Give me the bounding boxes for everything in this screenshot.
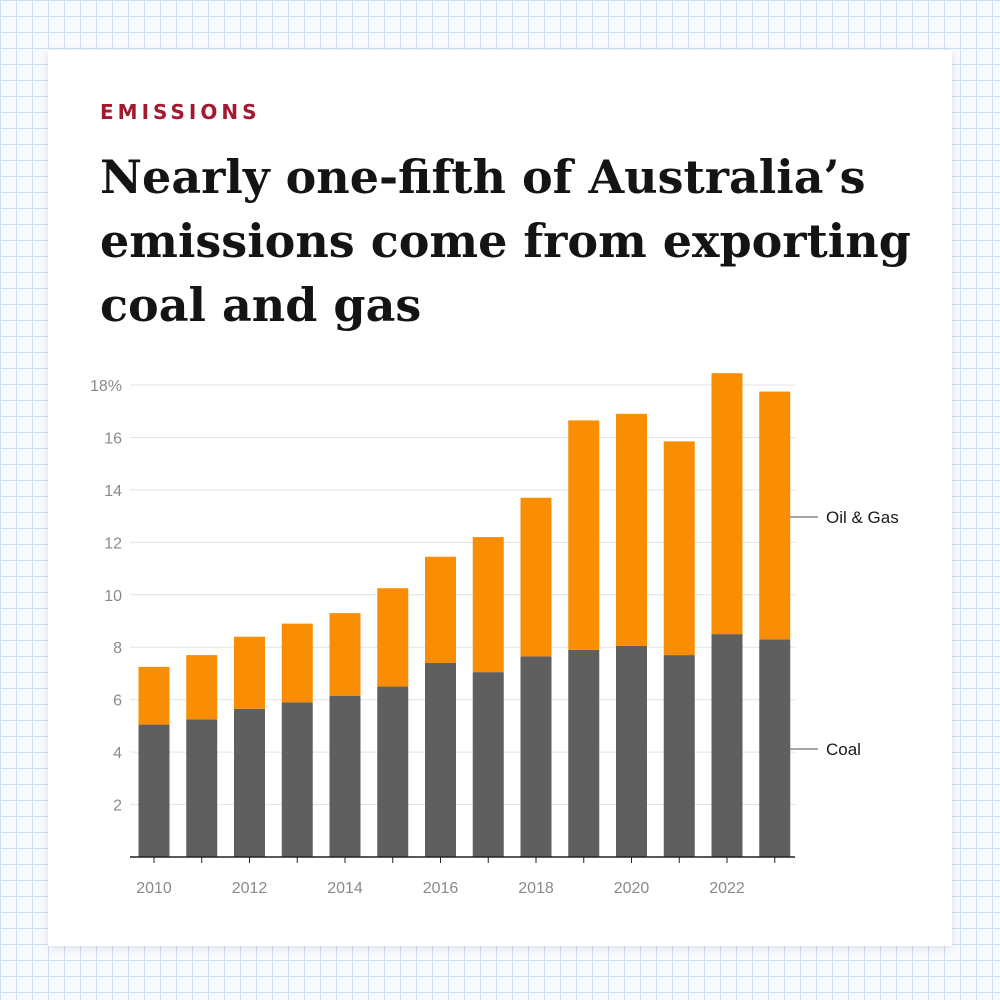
x-tick-label: 2012 (232, 880, 268, 897)
y-tick-label: 6 (113, 693, 122, 710)
bar-oil-gas-2017 (472, 537, 504, 673)
bar-oil-gas-2011 (186, 655, 218, 720)
bar-oil-gas-2023 (759, 391, 791, 640)
bar-oil-gas-2018 (520, 497, 552, 657)
y-tick-label: 10 (104, 588, 122, 605)
x-tick-label: 2020 (614, 880, 650, 897)
bar-coal-2016 (425, 662, 456, 857)
legend-label-oil-gas: Oil & Gas (826, 508, 899, 527)
x-tick-label: 2016 (423, 880, 459, 897)
y-tick-label: 2 (113, 798, 122, 815)
bar-oil-gas-2020 (616, 413, 647, 646)
bar-coal-2023 (759, 639, 791, 857)
bar-coal-2015 (377, 686, 409, 857)
bar-coal-2021 (663, 655, 695, 857)
axes: 2 4 6 8 10 12 14 16 18% 2010 2012 2014 2016 2018 2020 2… (90, 378, 795, 897)
bar-oil-gas-2014 (329, 613, 361, 696)
chart-title: Nearly one-fifth of Australia’s emission… (100, 150, 911, 332)
y-tick-label: 12 (104, 535, 122, 552)
y-tick-label: 16 (104, 430, 122, 447)
y-tick-label: 8 (113, 640, 122, 657)
bar-coal-2019 (568, 649, 600, 857)
y-tick-label: 4 (113, 745, 122, 762)
bar-coal-2017 (472, 672, 504, 857)
bar-oil-gas-2019 (568, 420, 600, 650)
legend-label-coal: Coal (826, 740, 861, 759)
bars (138, 373, 791, 857)
gridlines (130, 384, 795, 806)
bar-oil-gas-2015 (377, 588, 409, 687)
bar-oil-gas-2010 (138, 666, 170, 725)
bar-oil-gas-2021 (663, 441, 695, 656)
bar-oil-gas-2016 (425, 556, 456, 663)
bar-coal-2012 (234, 708, 265, 857)
bar-coal-2010 (138, 724, 170, 857)
y-tick-label: 18% (90, 378, 122, 395)
section-kicker: EMISSIONS (100, 100, 261, 124)
bar-coal-2022 (711, 634, 743, 857)
y-tick-label: 14 (104, 483, 122, 500)
x-tick-label: 2022 (709, 880, 745, 897)
bar-oil-gas-2012 (234, 636, 265, 709)
bar-coal-2018 (520, 656, 552, 857)
bar-oil-gas-2022 (711, 373, 743, 635)
bar-coal-2013 (281, 702, 313, 857)
legend: Oil & Gas Coal (790, 508, 899, 759)
bar-coal-2014 (329, 695, 361, 857)
bar-coal-2011 (186, 719, 218, 857)
x-tick-label: 2010 (136, 880, 172, 897)
x-tick-label: 2014 (327, 880, 363, 897)
bar-coal-2020 (616, 645, 647, 857)
bar-oil-gas-2013 (281, 623, 313, 703)
x-tick-label: 2018 (518, 880, 554, 897)
